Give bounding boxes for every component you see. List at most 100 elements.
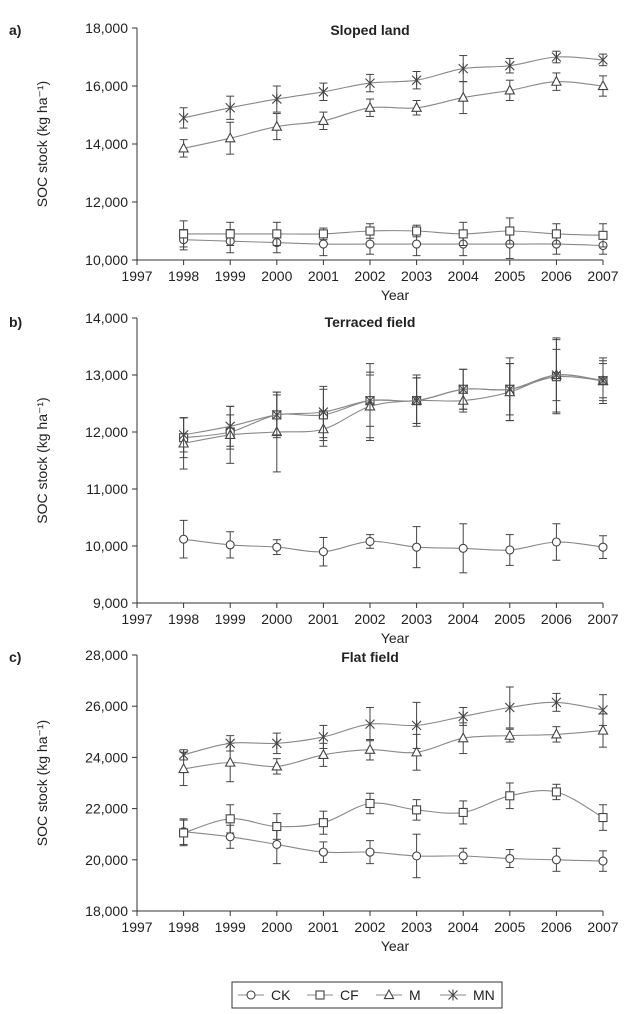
y-tick-label: 14,000: [85, 136, 128, 152]
x-tick-label: 2001: [308, 611, 339, 627]
y-tick-label: 22,000: [85, 801, 128, 817]
x-tick-label: 1998: [168, 611, 199, 627]
data-point-M: [457, 732, 469, 743]
x-tick-label: 1997: [121, 268, 152, 284]
y-tick-label: 12,000: [85, 424, 128, 440]
x-tick-label: 2006: [541, 919, 572, 935]
y-axis-label: SOC stock (kg ha⁻¹): [34, 81, 50, 207]
data-point-CF: [272, 821, 282, 832]
x-axis-label: Year: [381, 938, 410, 954]
data-point-CK: [272, 542, 282, 552]
data-point-M: [411, 101, 423, 112]
panel-label: a): [9, 22, 21, 38]
data-point-CK: [225, 832, 235, 842]
data-point-CK: [458, 851, 468, 861]
y-tick-label: 13,000: [85, 367, 128, 383]
legend-marker-CK: [246, 990, 256, 1000]
data-point-M: [317, 748, 329, 759]
x-tick-label: 1999: [215, 919, 246, 935]
data-point-M: [457, 91, 469, 102]
data-point-MN: [271, 737, 282, 749]
data-point-CK: [225, 540, 235, 550]
series-CF: [179, 339, 608, 459]
x-tick-label: 2007: [587, 611, 618, 627]
data-point-CF: [318, 229, 328, 239]
panel-label: b): [9, 314, 22, 330]
data-point-M: [550, 728, 562, 739]
data-point-CK: [505, 853, 515, 864]
data-point-M: [271, 120, 283, 131]
series-line-CF: [183, 230, 604, 236]
data-point-MN: [178, 749, 189, 761]
data-point-CK: [365, 239, 375, 249]
data-point-MN: [504, 60, 515, 72]
data-point-CF: [505, 791, 515, 801]
x-tick-label: 1997: [121, 611, 152, 627]
y-tick-label: 26,000: [85, 698, 128, 714]
data-point-MN: [458, 710, 469, 722]
y-tick-label: 11,000: [86, 481, 128, 497]
data-point-MN: [271, 409, 282, 421]
series-CK: [179, 818, 608, 879]
data-point-CF: [412, 226, 422, 236]
legend-label: CF: [340, 987, 359, 1003]
data-point-CF: [225, 814, 235, 824]
data-point-MN: [225, 102, 236, 114]
data-point-MN: [178, 429, 189, 441]
x-tick-label: 1999: [215, 611, 246, 627]
x-tick-label: 2007: [587, 268, 618, 284]
series-MN: [178, 348, 608, 453]
x-tick-label: 2000: [261, 611, 292, 627]
series-line-CF: [183, 790, 604, 834]
data-point-CF: [225, 229, 235, 239]
x-tick-label: 2007: [587, 919, 618, 935]
series-line-CK: [183, 239, 604, 247]
series-MN: [178, 50, 608, 129]
x-tick-label: 2003: [401, 268, 432, 284]
data-point-MN: [458, 63, 469, 75]
series-line-MN: [183, 374, 604, 436]
x-tick-label: 2006: [541, 268, 572, 284]
data-point-CK: [598, 856, 608, 866]
panel-1: 10,000 12,000 14,000 16,000 18,000 1997 1998 19…: [9, 20, 619, 303]
data-point-CF: [179, 229, 189, 239]
data-point-MN: [365, 77, 375, 89]
legend-marker-M: [383, 988, 395, 1000]
data-point-MN: [225, 737, 236, 749]
data-point-M: [178, 142, 190, 153]
x-tick-label: 1997: [121, 919, 152, 935]
data-point-MN: [551, 51, 562, 63]
data-point-MN: [365, 718, 375, 730]
data-point-MN: [318, 86, 329, 98]
series-CF: [179, 217, 608, 248]
y-tick-label: 18,000: [85, 903, 128, 919]
data-point-MN: [271, 93, 282, 105]
chart-title: Terraced field: [325, 314, 416, 330]
x-tick-label: 2004: [448, 268, 479, 284]
data-point-MN: [504, 701, 515, 713]
series-line-M: [183, 729, 604, 770]
series-line-M: [183, 374, 604, 444]
data-point-CK: [179, 534, 189, 544]
series-line-CK: [183, 538, 604, 553]
data-point-MN: [598, 54, 608, 66]
y-tick-label: 12,000: [85, 194, 128, 210]
series-line-M: [183, 81, 604, 149]
data-point-CF: [365, 798, 375, 809]
series-line-MN: [183, 56, 604, 119]
x-tick-label: 2003: [401, 611, 432, 627]
x-tick-label: 2005: [494, 919, 525, 935]
data-point-MN: [318, 731, 329, 743]
legend-label: MN: [473, 987, 495, 1003]
data-point-M: [504, 729, 516, 740]
x-tick-label: 2006: [541, 611, 572, 627]
x-tick-label: 2002: [354, 611, 385, 627]
series-line-CF: [183, 375, 604, 439]
x-tick-label: 1998: [168, 268, 199, 284]
data-point-MN: [411, 395, 422, 407]
y-axis-label: SOC stock (kg ha⁻¹): [34, 720, 50, 846]
data-point-MN: [598, 704, 608, 716]
data-point-CF: [365, 226, 375, 236]
data-point-CK: [458, 543, 468, 553]
x-tick-label: 2000: [261, 268, 292, 284]
